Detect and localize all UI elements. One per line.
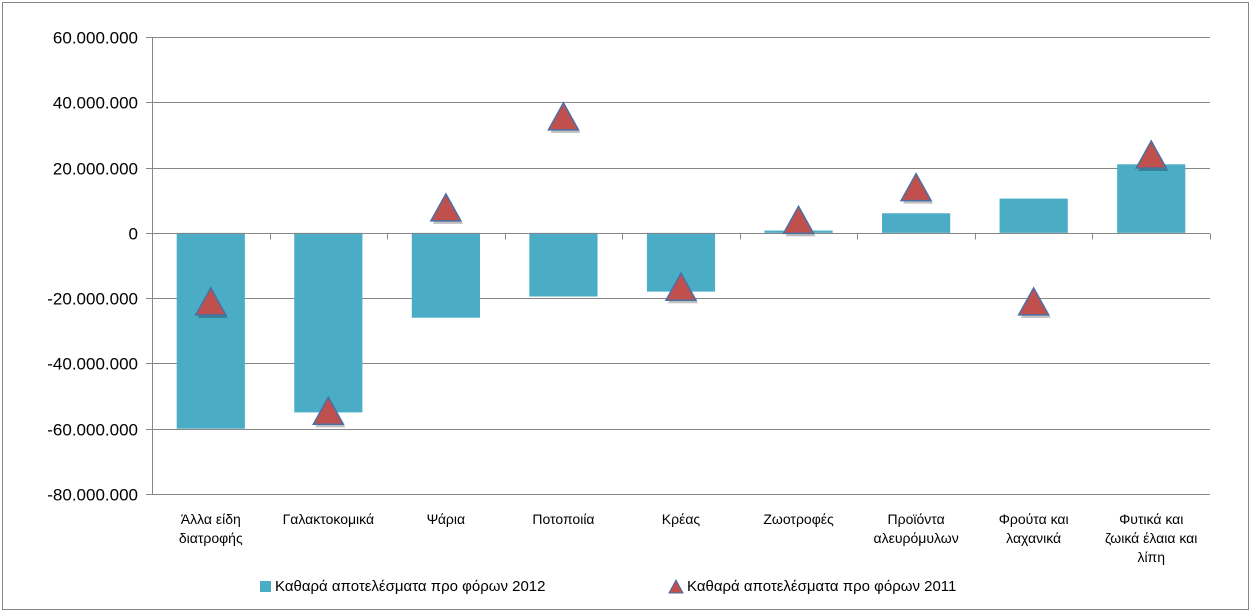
- x-category-label: Κρέας: [662, 511, 701, 527]
- y-tick-label: 20.000.000: [53, 160, 138, 179]
- triangle-marker: [1134, 139, 1169, 172]
- x-category-label: Ζωοτροφές: [763, 511, 834, 527]
- y-tick-label: -80.000.000: [47, 486, 138, 505]
- y-tick-label: 0: [129, 225, 138, 244]
- x-category-label: Φυτικά και: [1119, 511, 1183, 527]
- x-category-label: Ποτοποιία: [532, 511, 594, 527]
- triangle-marker: [782, 204, 816, 237]
- x-category-label: λίπη: [1137, 549, 1165, 565]
- bar: [1117, 164, 1186, 233]
- marker: [782, 204, 815, 235]
- x-category-label: Γαλακτοκομικά: [283, 511, 375, 527]
- marker: [664, 271, 698, 301]
- triangle-marker: [312, 395, 346, 428]
- triangle-marker: [899, 172, 934, 204]
- triangle-marker: [547, 101, 581, 133]
- y-tick-label: -40.000.000: [47, 355, 138, 374]
- legend-label: Καθαρά αποτελέσματα προ φόρων 2012: [275, 578, 545, 595]
- x-category-label: διατροφής: [179, 530, 243, 546]
- legend-swatch-triangle: [668, 578, 684, 594]
- y-tick-label: 40.000.000: [53, 94, 138, 113]
- y-tick-label: -20.000.000: [47, 290, 138, 309]
- x-category-label: Φρούτα και: [999, 511, 1069, 527]
- triangle-marker: [194, 286, 228, 318]
- marker: [899, 172, 933, 202]
- bar: [294, 232, 363, 413]
- triangle-marker: [429, 192, 463, 224]
- x-category-label: ζωικά έλαια και: [1105, 530, 1197, 546]
- legend: Καθαρά αποτελέσματα προ φόρων 2012 Καθαρά…: [260, 578, 956, 595]
- axes: [152, 37, 1211, 494]
- marker: [1017, 286, 1050, 316]
- bar: [999, 198, 1068, 233]
- bar: [176, 232, 245, 429]
- y-axis-tick-labels: 60.000.000 40.000.000 20.000.000 0 -20.000.0…: [47, 29, 138, 505]
- x-axis-category-labels: Άλλα είδη διατροφής Γαλακτοκομικά Ψάρια Ποτο…: [179, 511, 1198, 565]
- triangle-marker: [664, 271, 698, 304]
- marker: [1134, 139, 1168, 169]
- marker: [312, 395, 345, 426]
- x-category-label: Προϊόντα: [888, 511, 945, 527]
- bar-series: [176, 164, 1186, 429]
- x-category-label: Άλλα είδη: [181, 511, 241, 527]
- bar: [529, 232, 598, 297]
- marker: [429, 192, 463, 222]
- y-tick-label: 60.000.000: [53, 29, 138, 48]
- bar: [411, 232, 480, 318]
- marker: [547, 101, 580, 131]
- y-tick-label: -60.000.000: [47, 421, 138, 440]
- x-category-label: λαχανικά: [1006, 530, 1061, 546]
- triangle-marker: [1017, 286, 1051, 318]
- marker-series: [194, 101, 1169, 428]
- marker: [194, 286, 228, 316]
- legend-label: Καθαρά αποτελέσματα προ φόρων 2011: [687, 578, 956, 595]
- legend-swatch-bar: [260, 581, 271, 592]
- x-category-label: Ψάρια: [427, 511, 465, 527]
- bar: [882, 213, 951, 233]
- x-category-label: αλευρόμυλων: [874, 530, 959, 546]
